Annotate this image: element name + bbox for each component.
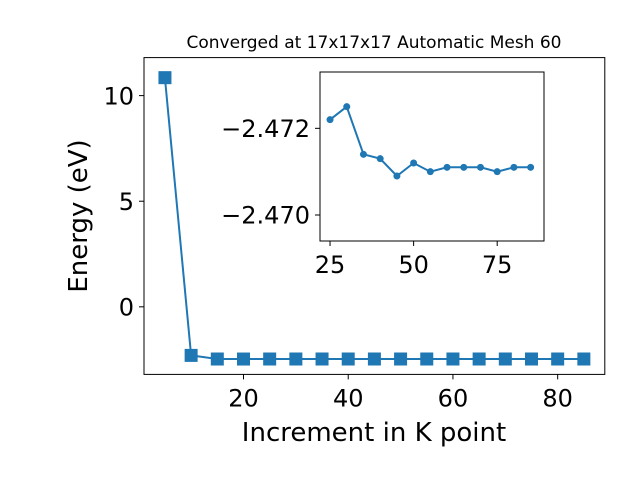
inset-series [326, 103, 535, 180]
data-point-marker [184, 348, 198, 362]
data-point-marker [341, 352, 355, 366]
data-point-marker [472, 352, 486, 366]
chart-title: Converged at 17x17x17 Automatic Mesh 60 [187, 33, 562, 53]
y-tick-label: 5 [119, 188, 134, 216]
inset-ticks: 25 50 75 −2.472 −2.470 [221, 115, 512, 279]
data-point-marker [236, 352, 250, 366]
data-point-marker [263, 352, 277, 366]
main-series [158, 71, 591, 366]
data-point-marker [289, 352, 303, 366]
data-point-marker [443, 163, 451, 171]
data-point-marker [527, 163, 535, 171]
x-axis-label: Increment in K point [242, 418, 506, 448]
x-tick-label: 25 [315, 251, 346, 279]
y-tick-label: 10 [103, 82, 134, 110]
data-point-marker [446, 352, 460, 366]
data-point-marker [410, 159, 418, 167]
data-point-marker [493, 168, 501, 176]
data-point-marker [524, 352, 538, 366]
data-point-marker [426, 168, 434, 176]
data-point-marker [460, 163, 468, 171]
data-point-marker [367, 352, 381, 366]
data-point-marker [498, 352, 512, 366]
data-point-marker [394, 352, 408, 366]
data-point-marker [210, 352, 224, 366]
x-tick-label: 20 [228, 384, 259, 412]
y-tick-label: 0 [119, 293, 134, 321]
data-point-marker [510, 163, 518, 171]
y-tick-label: −2.470 [221, 202, 310, 230]
x-tick-label: 75 [482, 251, 513, 279]
data-point-marker [343, 103, 351, 111]
data-point-marker [326, 116, 334, 124]
data-point-marker [158, 71, 172, 85]
y-axis-label: Energy (eV) [64, 139, 94, 292]
data-point-marker [577, 352, 591, 366]
inset-plot-frame [319, 71, 545, 242]
data-point-marker [315, 352, 329, 366]
x-tick-label: 60 [438, 384, 469, 412]
data-point-marker [420, 352, 434, 366]
data-point-marker [376, 155, 384, 163]
x-tick-label: 50 [398, 251, 429, 279]
x-tick-label: 40 [333, 384, 364, 412]
main-ticks: 20 40 60 80 0 5 10 [103, 82, 572, 412]
data-point-marker [393, 172, 401, 180]
data-point-marker [476, 163, 484, 171]
data-point-marker [359, 150, 367, 158]
y-tick-label: −2.472 [221, 115, 310, 143]
data-point-marker [551, 352, 565, 366]
main-plot-frame [143, 57, 606, 375]
x-tick-label: 80 [542, 384, 573, 412]
